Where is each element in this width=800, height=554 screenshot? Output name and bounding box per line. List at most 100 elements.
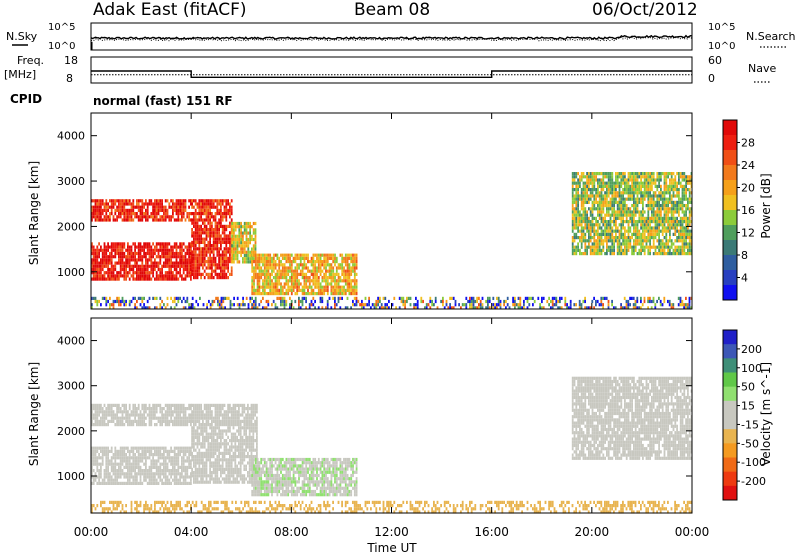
power-colorbar-swatch: [723, 135, 737, 151]
velocity-colorbar-swatch: [723, 358, 737, 373]
velocity-echo-region: [251, 457, 358, 497]
velocity-colorbar-swatch: [723, 429, 737, 444]
velocity-colorbar-tick-label: 100: [741, 362, 762, 375]
velocity-colorbar-swatch: [723, 485, 737, 501]
velocity-colorbar-swatch: [723, 457, 737, 473]
power-colorbar-tick-label: 4: [741, 272, 748, 285]
power-colorbar-swatch: [723, 210, 737, 226]
power-colorbar-swatch: [723, 120, 737, 136]
x-tick-label: 20:00: [575, 525, 610, 539]
freq-series-0: [91, 70, 692, 78]
power-echo-region: [91, 296, 693, 310]
velocity-colorbar-tick-label: -15: [741, 418, 759, 431]
velocity-echo-region: [571, 376, 693, 460]
velocity-ytick-label: 3000: [57, 380, 85, 393]
power-colorbar-swatch: [723, 165, 737, 181]
freq-panel-frame: [90, 56, 693, 84]
velocity-echo-region: [91, 500, 693, 514]
velocity-colorbar-border: [722, 329, 738, 501]
x-tick-label: 12:00: [374, 525, 409, 539]
velocity-colorbar-swatch: [723, 372, 737, 388]
velocity-ytick-label: 2000: [57, 425, 85, 438]
velocity-colorbar-swatch: [723, 330, 737, 345]
noise-left-tick-top: 10^5: [48, 22, 75, 33]
nave-label: Nave: [748, 62, 776, 75]
power-colorbar-swatch: [723, 255, 737, 271]
noise-series-0: [90, 34, 693, 40]
power-colorbar-swatch: [723, 240, 737, 256]
date-label: 06/Oct/2012: [592, 0, 698, 20]
noise-series-1: [90, 36, 693, 42]
power-echo-region: [251, 253, 358, 296]
velocity-ytick-label: 1000: [57, 470, 85, 483]
velocity-ytick-label: 4000: [57, 335, 85, 348]
velocity-echo-region: [91, 446, 192, 485]
velocity-colorbar-tick-label: -200: [741, 475, 766, 488]
noise-panel-frame: [90, 22, 693, 51]
power-ytick-label: 3000: [57, 175, 85, 188]
freq-tick-bottom: 8: [66, 72, 73, 85]
power-ytick-label: 4000: [57, 130, 85, 143]
velocity-ylabel: Slant Range [km]: [27, 362, 41, 466]
freq-lines: [91, 70, 692, 78]
velocity-colorbar-tick-label: 15: [741, 400, 755, 413]
freq-tick-top: 18: [64, 54, 78, 67]
nsearch-label: N.Search: [746, 30, 796, 43]
x-axis-title: Time UT: [366, 541, 417, 554]
power-colorbar-tick-label: 24: [741, 159, 755, 172]
power-ylabel: Slant Range [km]: [27, 161, 41, 265]
velocity-colorbar-tick-label: -50: [741, 437, 759, 450]
cpid-value: normal (fast) 151 RF: [93, 94, 233, 108]
velocity-colorbar-tick-label: 200: [741, 343, 762, 356]
x-tick-label: 08:00: [274, 525, 309, 539]
x-tick-label: 04:00: [174, 525, 209, 539]
power-colorbar-tick-label: 12: [741, 227, 755, 240]
power-colorbar-tick-label: 20: [741, 182, 755, 195]
power-colorbar-swatch: [723, 180, 737, 196]
velocity-colorbar-label: Velocity [m s^-1]: [759, 362, 773, 466]
power-colorbar-swatch: [723, 195, 737, 211]
noise-right-tick-top: 10^5: [708, 22, 735, 33]
mhz-label: [MHz]: [4, 68, 36, 81]
velocity-echo-region: [191, 403, 258, 484]
velocity-colorbar-tick-label: 50: [741, 381, 755, 394]
power-colorbar-label: Power [dB]: [759, 173, 773, 238]
power-colorbar-swatch: [723, 285, 737, 301]
power-ytick-label: 1000: [57, 266, 85, 279]
noise-right-tick-bottom: 10^0: [708, 41, 735, 52]
nsky-label: N.Sky: [6, 30, 38, 43]
velocity-colorbar-swatch: [723, 443, 737, 458]
velocity-colorbar-swatch: [723, 386, 737, 402]
nave-tick-bottom: 0: [708, 72, 715, 85]
freq-label: Freq.: [17, 54, 44, 67]
velocity-colorbar: 200 100 50 15 -15 -50 -100 -200: [722, 329, 766, 501]
velocity-plot: 1000 2000 3000 4000: [57, 317, 693, 514]
velocity-colorbar-swatch: [723, 344, 737, 359]
noise-left-tick-bottom: 10^0: [48, 41, 75, 52]
power-ytick-label: 2000: [57, 220, 85, 233]
station-title: Adak East (fitACF): [93, 0, 247, 20]
power-colorbar-tick-label: 16: [741, 204, 755, 217]
power-colorbar-swatch: [723, 225, 737, 241]
power-colorbar-tick-label: 28: [741, 137, 755, 150]
power-colorbar-tick-label: 8: [741, 249, 748, 262]
x-tick-label: 00:00: [675, 525, 710, 539]
power-colorbar-swatch: [723, 270, 737, 286]
beam-label: Beam 08: [354, 0, 431, 20]
power-echo-region: [91, 199, 192, 222]
x-tick-label: 16:00: [474, 525, 509, 539]
power-colorbar-swatch: [723, 150, 737, 166]
velocity-colorbar-swatch: [723, 471, 737, 487]
power-colorbar: 4 8 12 16 20 24 28: [722, 119, 755, 301]
power-plot: 1000 2000 3000 4000: [57, 112, 693, 310]
cpid-label: CPID: [10, 92, 43, 106]
power-echo-region: [91, 242, 192, 281]
velocity-colorbar-swatch: [723, 415, 737, 430]
velocity-echo-region: [91, 403, 192, 427]
velocity-colorbar-swatch: [723, 400, 737, 416]
nave-tick-top: 60: [708, 54, 722, 67]
x-tick-label: 00:00: [74, 525, 109, 539]
velocity-colorbar-tick-label: -100: [741, 456, 766, 469]
noise-lines: [90, 34, 693, 50]
